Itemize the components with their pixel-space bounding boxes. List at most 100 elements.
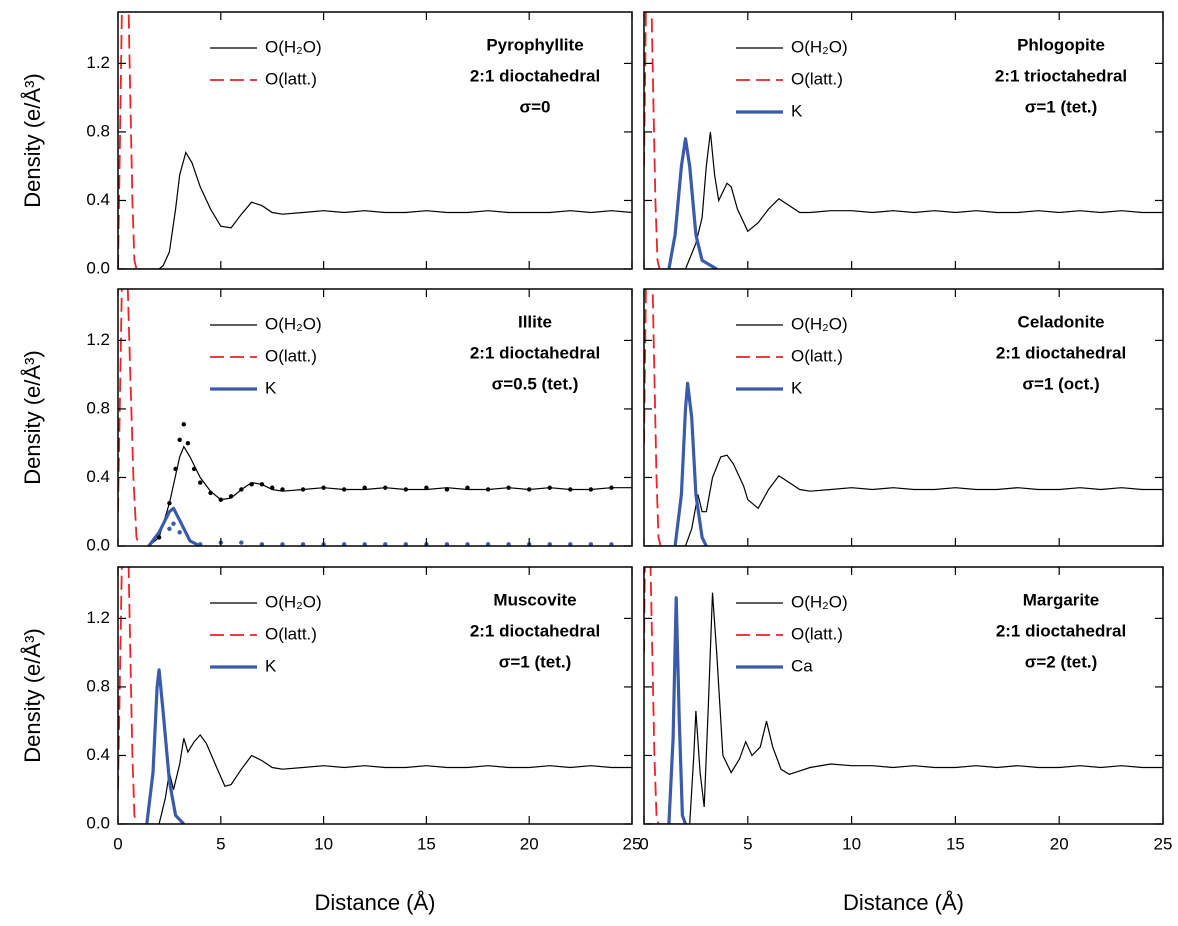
legend-label: O(latt.) xyxy=(791,624,843,643)
data-dot xyxy=(321,485,326,490)
legend-label: O(H₂O) xyxy=(265,314,322,333)
data-dot xyxy=(485,542,491,546)
plot-frame xyxy=(117,288,633,547)
annotation: Muscovite xyxy=(493,590,576,609)
data-dot xyxy=(171,521,176,526)
data-dot xyxy=(239,540,244,545)
y-tick-label: 0.4 xyxy=(86,745,110,764)
data-line xyxy=(145,668,185,824)
data-dot xyxy=(465,485,470,490)
x-tick-label: 15 xyxy=(417,834,436,853)
legend-label: O(latt.) xyxy=(791,69,843,88)
data-line xyxy=(667,596,688,824)
plot-area xyxy=(644,289,1163,546)
data-dot xyxy=(228,494,234,499)
annotation: 2:1 trioctahedral xyxy=(995,66,1127,85)
y-tick-label: 0.0 xyxy=(86,258,110,277)
y-tick-label: 1.2 xyxy=(86,53,110,72)
annotation: σ=0 xyxy=(519,97,550,116)
data-line xyxy=(118,733,632,824)
y-tick-label: 1.2 xyxy=(86,330,110,349)
x-tick-label: 0 xyxy=(113,834,122,853)
annotation: 2:1 dioctahedral xyxy=(996,621,1126,640)
x-tick-label: 5 xyxy=(216,834,225,853)
legend-label: O(H₂O) xyxy=(791,37,848,56)
x-tick-label: 5 xyxy=(743,834,752,853)
data-dot xyxy=(527,487,532,492)
y-axis-label: Density (e/Å³) xyxy=(20,350,45,484)
annotation: Illite xyxy=(518,312,552,331)
plot-area xyxy=(118,289,632,546)
y-axis-label: Density (e/Å³) xyxy=(20,628,45,762)
data-dot xyxy=(506,542,511,546)
annotation: 2:1 dioctahedral xyxy=(470,621,600,640)
data-dot xyxy=(239,487,244,492)
annotation: 2:1 dioctahedral xyxy=(996,343,1126,362)
data-dot xyxy=(208,490,213,496)
data-dot xyxy=(403,487,409,492)
data-line xyxy=(673,381,708,546)
data-line xyxy=(667,137,718,269)
data-dot xyxy=(300,542,306,546)
data-dot xyxy=(167,526,172,532)
y-tick-label: 0.8 xyxy=(86,121,110,140)
x-tick-label: 20 xyxy=(1050,834,1069,853)
annotation: σ=1 (tet.) xyxy=(499,652,572,671)
data-dot xyxy=(177,530,182,535)
data-line xyxy=(644,454,1163,546)
annotation: Phlogopite xyxy=(1017,35,1105,54)
data-dot xyxy=(280,487,285,492)
data-dot xyxy=(300,487,306,492)
data-line xyxy=(147,506,201,546)
data-dot xyxy=(547,485,552,490)
data-dot xyxy=(609,542,614,546)
data-dot xyxy=(270,485,275,490)
legend-label: K xyxy=(265,656,277,675)
data-dot xyxy=(341,487,347,492)
y-tick-label: 1.2 xyxy=(86,608,110,627)
legend-label: O(latt.) xyxy=(265,69,317,88)
data-dot xyxy=(280,542,285,546)
data-dot xyxy=(173,466,178,472)
data-line xyxy=(118,12,138,269)
data-line xyxy=(148,445,632,546)
y-tick-label: 0.8 xyxy=(86,398,110,417)
x-tick-label: 15 xyxy=(946,834,965,853)
legend-label: O(latt.) xyxy=(791,346,843,365)
x-axis-label: Distance (Å) xyxy=(314,890,435,915)
plot-area xyxy=(644,12,1163,269)
annotation: σ=0.5 (tet.) xyxy=(492,374,579,393)
data-line xyxy=(644,567,660,824)
data-dot xyxy=(198,542,203,546)
plot-area xyxy=(118,567,632,824)
data-dot xyxy=(341,542,347,546)
data-line xyxy=(644,289,662,546)
plot-frame xyxy=(117,566,633,825)
x-tick-label: 0 xyxy=(639,834,648,853)
x-tick-label: 20 xyxy=(520,834,539,853)
data-dot xyxy=(444,542,450,546)
legend-label: O(H₂O) xyxy=(791,592,848,611)
annotation: 2:1 dioctahedral xyxy=(470,66,600,85)
legend-label: O(H₂O) xyxy=(791,314,848,333)
x-axis-label: Distance (Å) xyxy=(843,890,964,915)
data-dot xyxy=(167,500,172,506)
data-dot xyxy=(259,482,265,487)
data-dot xyxy=(424,485,429,490)
plot-frame xyxy=(643,11,1164,270)
legend-label: K xyxy=(265,378,277,397)
data-dot xyxy=(403,542,409,546)
x-tick-label: 25 xyxy=(1154,834,1173,853)
data-dot xyxy=(383,542,388,546)
annotation: σ=1 (oct.) xyxy=(1022,374,1099,393)
data-dot xyxy=(259,542,265,546)
plot-area xyxy=(118,12,632,269)
legend-label: K xyxy=(791,101,803,120)
x-tick-label: 10 xyxy=(314,834,333,853)
data-dot xyxy=(588,487,594,492)
data-dot xyxy=(609,485,614,490)
legend-label: Ca xyxy=(791,656,813,675)
annotation: σ=1 (tet.) xyxy=(1025,97,1098,116)
legend-label: K xyxy=(791,378,803,397)
